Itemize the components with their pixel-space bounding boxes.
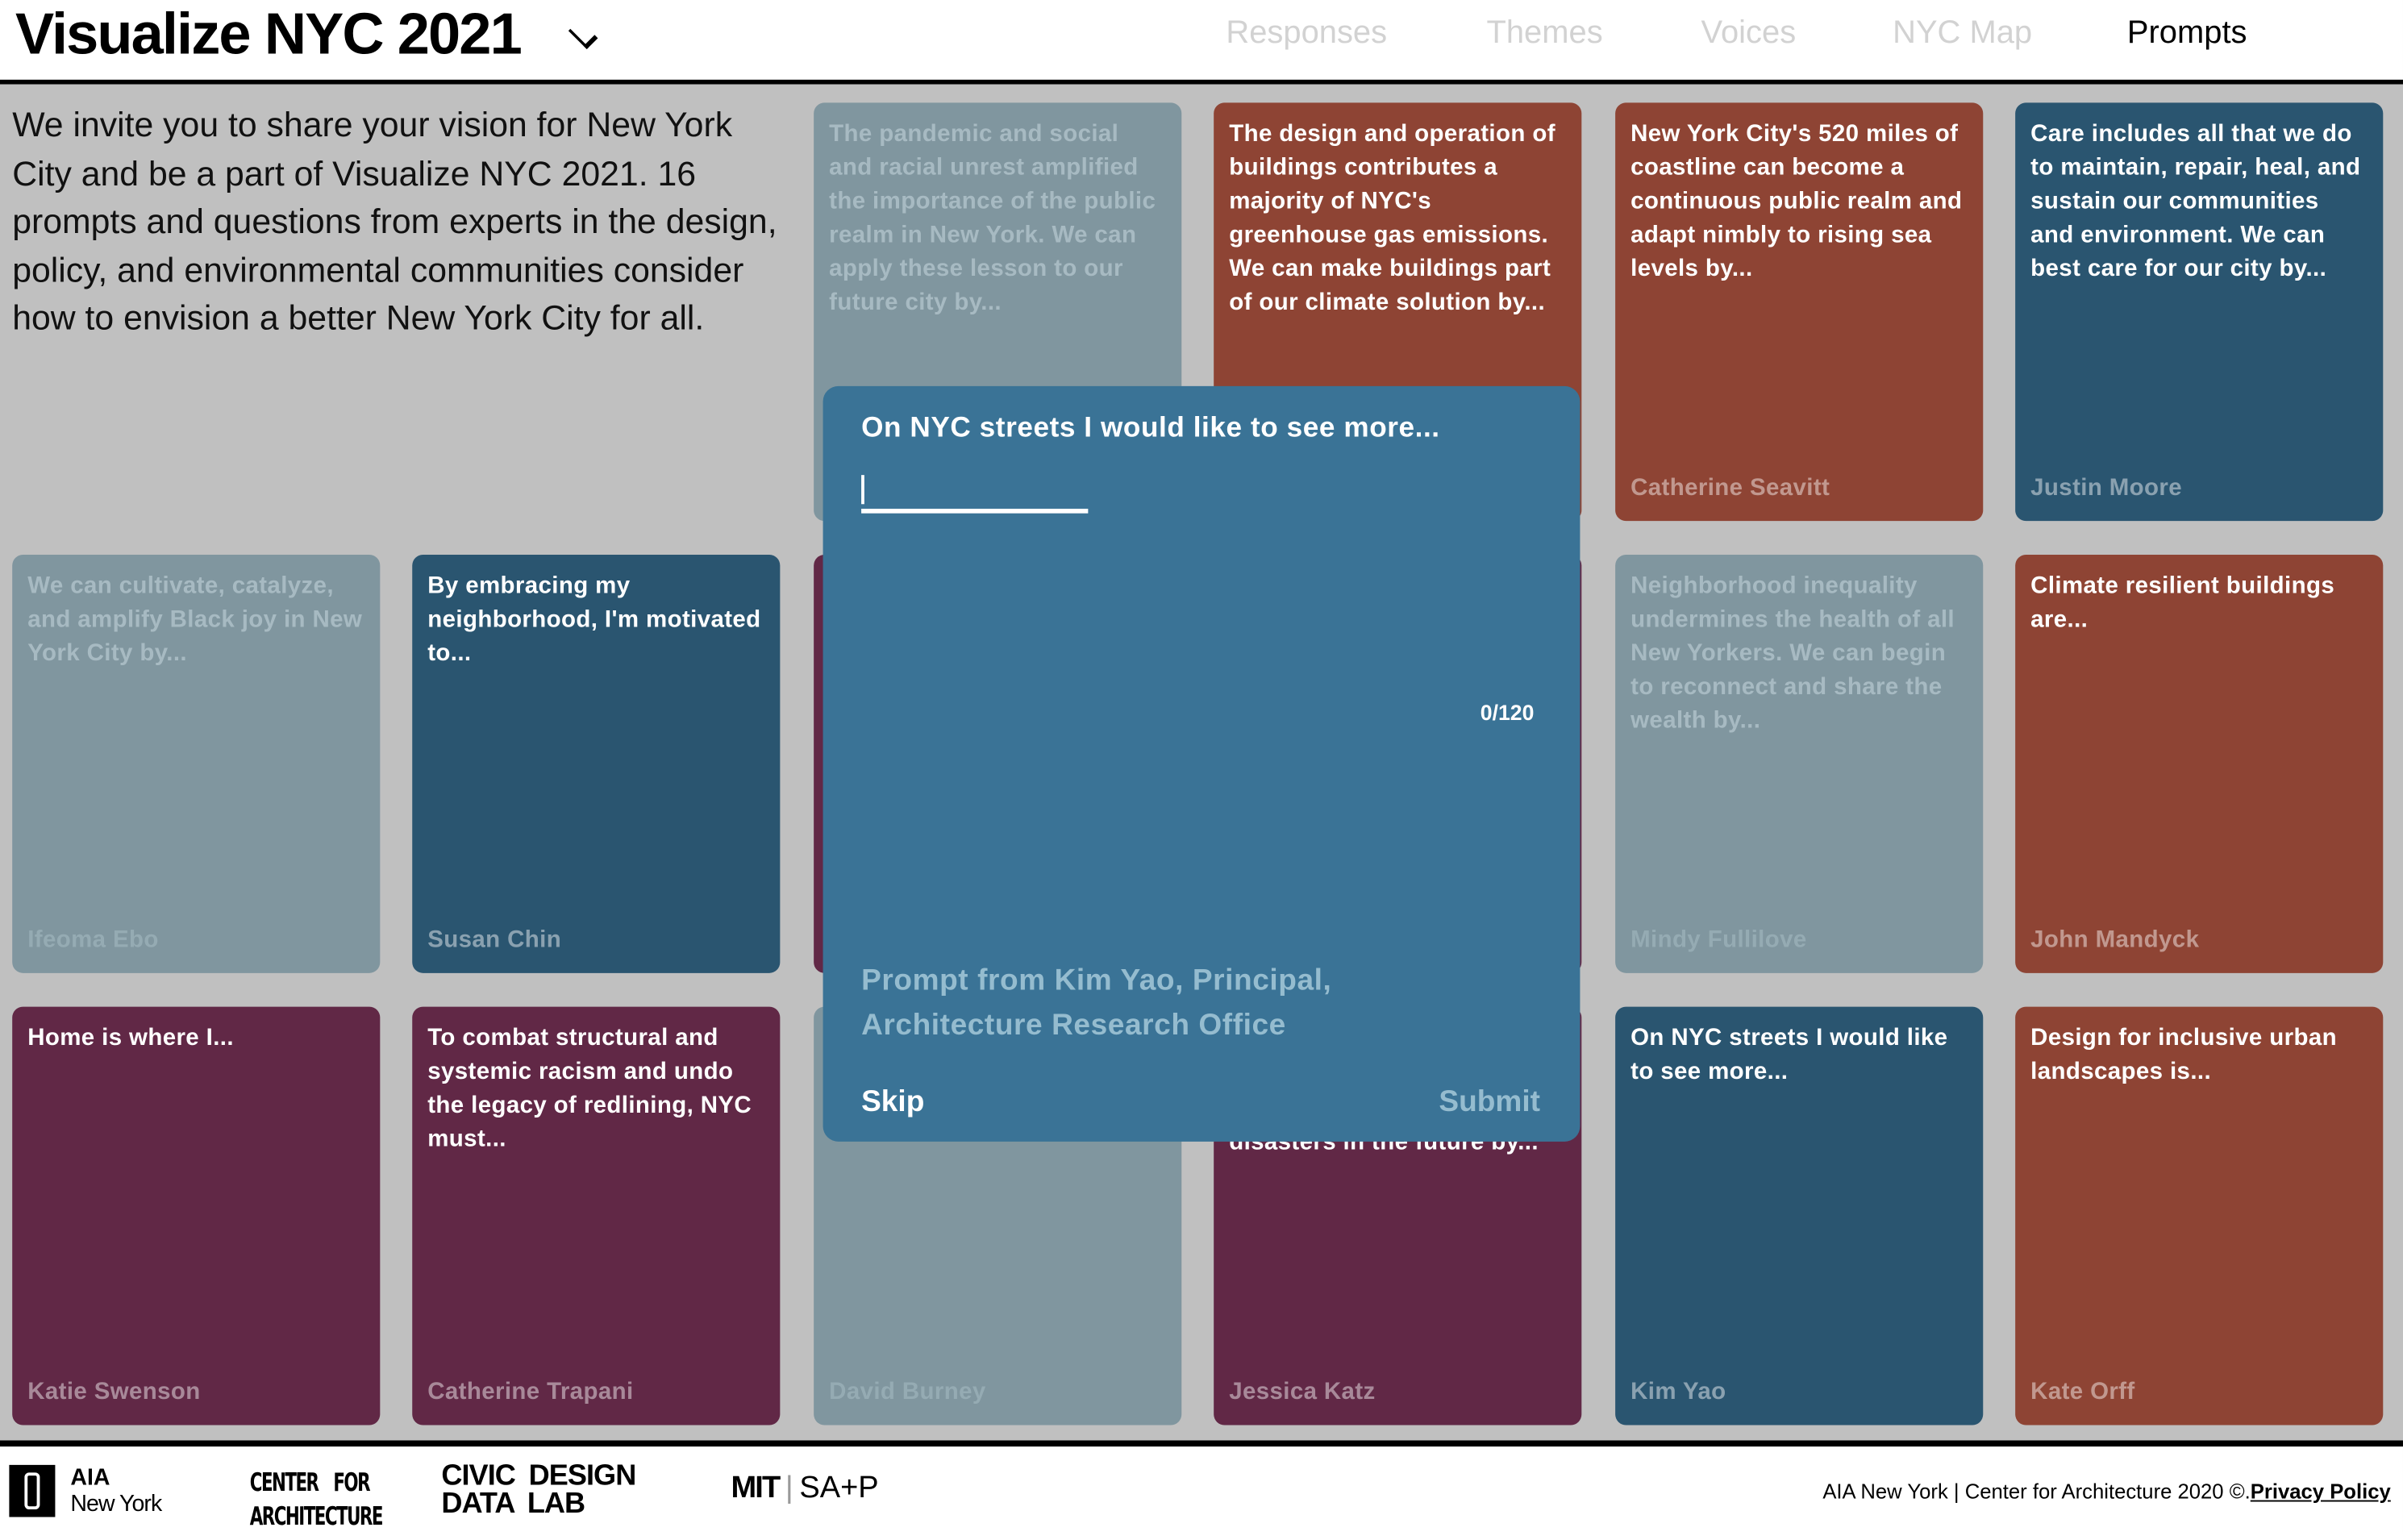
prompt-card[interactable]: Neighborhood inequality undermines the h… — [1615, 554, 1984, 973]
prompt-card[interactable]: We can cultivate, catalyze, and amplify … — [12, 554, 381, 973]
cddl-line-2: DATA LAB — [441, 1488, 585, 1521]
prompt-card[interactable]: New York City's 520 miles of coastline c… — [1615, 102, 1984, 522]
card-author: John Mandyck — [2030, 926, 2200, 954]
footer: AIA New York CENTER FOR ARCHITECTURE CIV… — [0, 1440, 2403, 1540]
card-text: To combat structural and systemic racism… — [427, 1025, 752, 1153]
card-author: Jessica Katz — [1229, 1379, 1376, 1405]
mit-text: MIT — [731, 1471, 781, 1505]
nav-nyc-map[interactable]: NYC Map — [1893, 15, 2033, 51]
chevron-down-icon[interactable] — [568, 19, 598, 50]
text-caret — [861, 475, 864, 505]
card-text: By embracing my neighborhood, I'm motiva… — [427, 572, 761, 667]
sap-text: SA+P — [799, 1471, 879, 1505]
card-text: Care includes all that we do to maintain… — [2030, 121, 2361, 282]
card-author: Catherine Trapani — [427, 1379, 634, 1405]
intro-text: We invite you to share your vision for N… — [12, 106, 777, 338]
card-author: Catherine Seavitt — [1630, 475, 1830, 502]
card-text: Climate resilient buildings are... — [2030, 572, 2335, 633]
prompt-card[interactable]: Home is where I... Katie Swenson — [12, 1006, 381, 1426]
prompt-credit: Prompt from Kim Yao, Principal, Architec… — [861, 964, 1332, 1043]
card-text: The design and operation of buildings co… — [1229, 121, 1555, 316]
card-text: Design for inclusive urban landscapes is… — [2030, 1025, 2337, 1085]
nav-voices[interactable]: Voices — [1701, 15, 1797, 51]
modal-prompt: On NYC streets I would like to see more.… — [861, 410, 1440, 443]
card-text: We can cultivate, catalyze, and amplify … — [27, 572, 363, 667]
mit-sap-logo[interactable]: MIT | SA+P — [731, 1471, 879, 1505]
header: Visualize NYC 2021 Responses Themes Voic… — [0, 0, 2403, 85]
center-for-architecture-logo[interactable]: CENTER FOR ARCHITECTURE — [249, 1465, 384, 1533]
aia-emblem-icon — [9, 1464, 56, 1517]
card-author: Mindy Fullilove — [1630, 926, 1807, 954]
prompt-card[interactable]: Climate resilient buildings are... John M… — [2015, 554, 2384, 973]
card-author: Katie Swenson — [27, 1379, 201, 1405]
card-author: Ifeoma Ebo — [27, 926, 159, 954]
card-text: On NYC streets I would like to see more.… — [1630, 1025, 1948, 1085]
civic-design-data-lab-logo[interactable]: CIVIC DESIGN DATA LAB — [441, 1460, 636, 1521]
response-modal: On NYC streets I would like to see more.… — [823, 385, 1580, 1142]
nav-responses[interactable]: Responses — [1226, 15, 1388, 51]
card-text: The pandemic and social and racial unres… — [829, 121, 1156, 316]
card-text: Home is where I... — [27, 1025, 234, 1051]
cfa-line-2: ARCHITECTURE — [249, 1500, 384, 1531]
copyright: AIA New York | Center for Architecture 2… — [1822, 1480, 2390, 1504]
aia-subtext: New York — [70, 1491, 162, 1517]
copyright-text: AIA New York | Center for Architecture 2… — [1822, 1480, 2251, 1504]
nav-themes[interactable]: Themes — [1486, 15, 1603, 51]
card-author: Kate Orff — [2030, 1379, 2135, 1405]
prompt-card[interactable]: By embracing my neighborhood, I'm motiva… — [412, 554, 781, 973]
prompt-card[interactable]: To combat structural and systemic racism… — [412, 1006, 781, 1426]
prompt-card[interactable]: Design for inclusive urban landscapes is… — [2015, 1006, 2384, 1426]
submit-button[interactable]: Submit — [1439, 1084, 1541, 1119]
skip-button[interactable]: Skip — [861, 1084, 925, 1119]
prompt-card[interactable]: On NYC streets I would like to see more.… — [1615, 1006, 1984, 1426]
card-author: Susan Chin — [427, 926, 562, 954]
cddl-line-1: CIVIC DESIGN — [441, 1460, 636, 1493]
response-input[interactable] — [861, 472, 1089, 514]
site-title[interactable]: Visualize NYC 2021 — [15, 2, 523, 68]
cfa-line-1: CENTER FOR — [249, 1467, 371, 1497]
card-text: Neighborhood inequality undermines the h… — [1630, 572, 1955, 735]
privacy-policy-link[interactable]: Privacy Policy — [2250, 1480, 2391, 1504]
nav-prompts[interactable]: Prompts — [2126, 15, 2247, 51]
character-counter: 0/120 — [1480, 700, 1535, 725]
aia-text: AIA — [70, 1464, 110, 1492]
prompt-card[interactable]: Care includes all that we do to maintain… — [2015, 102, 2384, 522]
card-author: Justin Moore — [2030, 475, 2183, 502]
card-author: David Burney — [829, 1379, 986, 1405]
card-author: Kim Yao — [1630, 1379, 1726, 1405]
card-text: New York City's 520 miles of coastline c… — [1630, 121, 1963, 282]
